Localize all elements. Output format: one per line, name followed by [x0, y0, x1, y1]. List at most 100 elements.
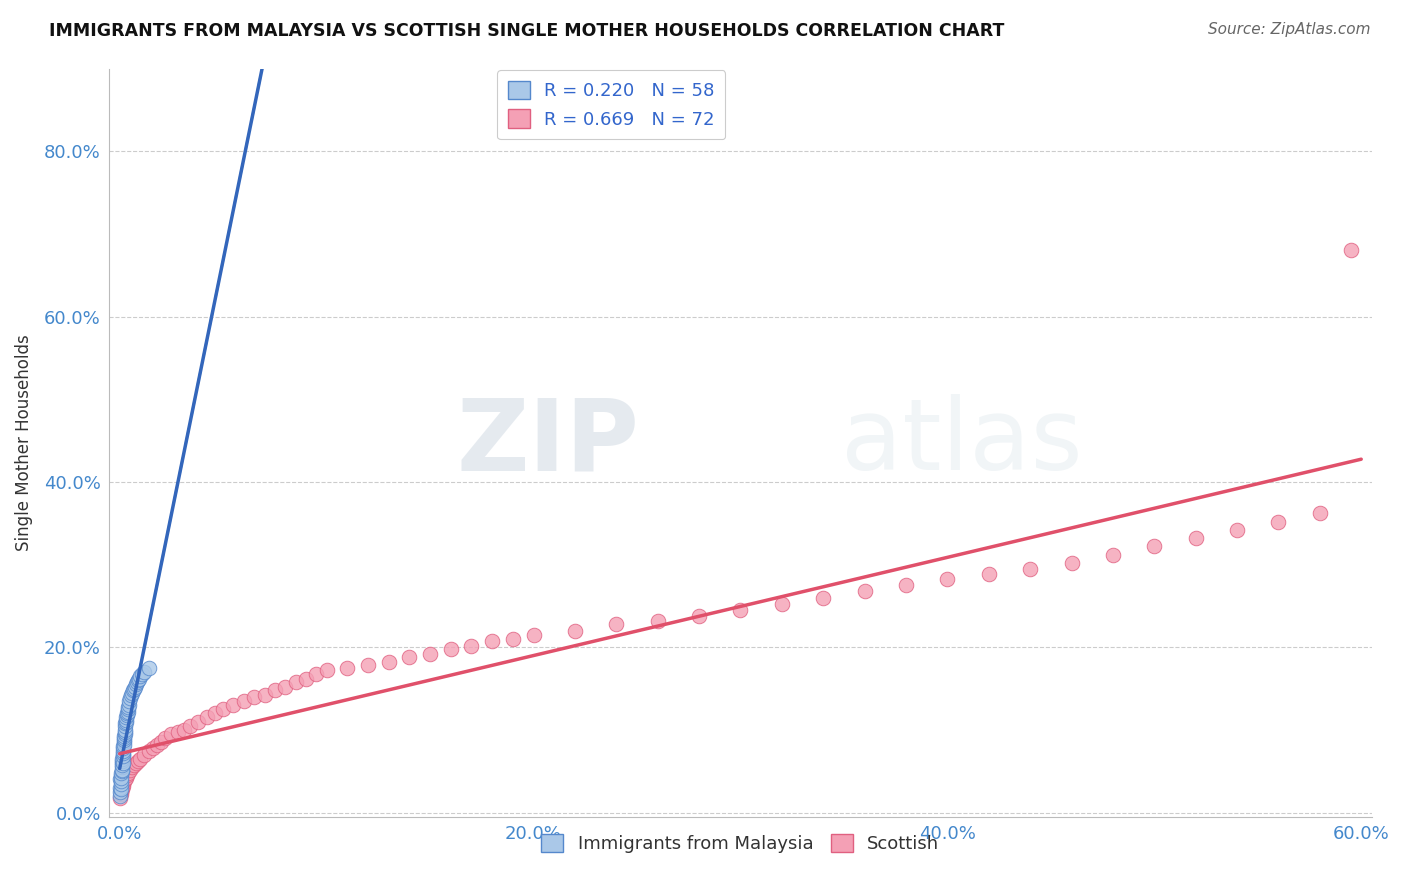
Point [134, 747, 156, 762]
Point [460, 639, 482, 653]
Point [1309, 506, 1331, 520]
Point [121, 760, 143, 774]
Point [127, 674, 149, 689]
Point [111, 754, 134, 768]
Point [305, 666, 328, 681]
Point [115, 708, 138, 723]
Point [153, 731, 176, 746]
Point [110, 776, 132, 790]
Point [1019, 562, 1042, 576]
Point [1143, 539, 1166, 553]
Point [284, 674, 307, 689]
Y-axis label: Single Mother Households: Single Mother Households [15, 334, 32, 551]
Point [195, 710, 218, 724]
Point [166, 724, 188, 739]
Point [112, 732, 135, 747]
Point [187, 714, 209, 729]
Point [564, 624, 586, 638]
Point [129, 752, 152, 766]
Point [125, 756, 148, 770]
Point [111, 756, 134, 770]
Point [118, 698, 141, 712]
Point [160, 727, 183, 741]
Point [110, 765, 132, 780]
Point [811, 591, 834, 605]
Point [1184, 531, 1206, 545]
Point [110, 768, 132, 782]
Point [112, 774, 135, 789]
Point [688, 608, 710, 623]
Point [131, 666, 153, 681]
Point [115, 771, 138, 785]
Point [111, 782, 134, 797]
Point [115, 706, 138, 721]
Point [111, 756, 134, 770]
Point [377, 655, 399, 669]
Point [111, 747, 134, 762]
Point [770, 597, 793, 611]
Point [114, 719, 136, 733]
Point [114, 714, 136, 729]
Point [117, 765, 139, 780]
Text: ZIP: ZIP [457, 394, 640, 491]
Point [1267, 515, 1289, 529]
Text: atlas: atlas [841, 394, 1083, 491]
Point [1226, 523, 1249, 537]
Point [125, 677, 148, 691]
Point [212, 702, 235, 716]
Point [110, 772, 132, 787]
Text: Source: ZipAtlas.com: Source: ZipAtlas.com [1208, 22, 1371, 37]
Point [122, 757, 145, 772]
Point [111, 752, 134, 766]
Point [124, 680, 146, 694]
Point [117, 702, 139, 716]
Point [122, 683, 145, 698]
Point [118, 763, 141, 777]
Point [336, 661, 359, 675]
Point [647, 614, 669, 628]
Point [398, 650, 420, 665]
Point [114, 723, 136, 737]
Point [253, 688, 276, 702]
Point [111, 760, 134, 774]
Point [1340, 244, 1362, 258]
Point [121, 686, 143, 700]
Point [222, 698, 245, 712]
Point [853, 584, 876, 599]
Point [263, 683, 285, 698]
Point [112, 743, 135, 757]
Point [936, 573, 959, 587]
Point [112, 731, 135, 746]
Point [315, 664, 337, 678]
Point [173, 723, 195, 737]
Point [115, 768, 138, 782]
Point [274, 680, 297, 694]
Point [115, 713, 138, 727]
Point [114, 727, 136, 741]
Point [118, 691, 141, 706]
Point [122, 681, 145, 696]
Point [146, 738, 169, 752]
Point [128, 672, 150, 686]
Point [120, 688, 142, 702]
Point [110, 790, 132, 805]
Point [977, 567, 1000, 582]
Point [112, 735, 135, 749]
Point [894, 578, 917, 592]
Point [112, 739, 135, 754]
Point [134, 665, 156, 679]
Point [110, 771, 132, 785]
Point [522, 628, 544, 642]
Point [117, 699, 139, 714]
Point [243, 690, 266, 704]
Point [111, 763, 134, 777]
Point [111, 757, 134, 772]
Point [110, 785, 132, 799]
Point [114, 724, 136, 739]
Point [111, 780, 134, 795]
Point [138, 661, 160, 675]
Point [1102, 548, 1125, 562]
Point [419, 647, 441, 661]
Point [110, 764, 132, 779]
Point [730, 603, 752, 617]
